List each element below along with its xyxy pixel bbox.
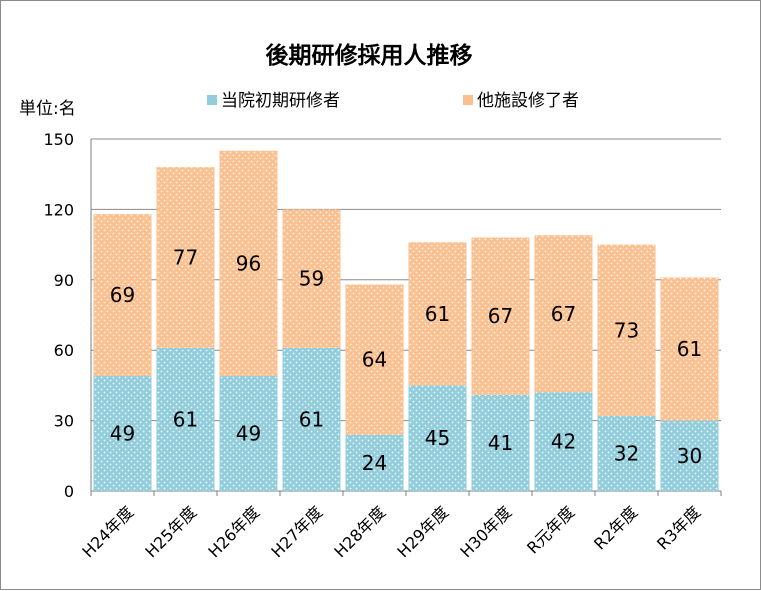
x-tick-label: H29年度 [393, 502, 452, 561]
bar-segment-texture [219, 150, 278, 377]
legend: 当院初期研修者 他施設修了者 [207, 91, 579, 111]
bar-segment-texture [660, 277, 719, 421]
data-label: 61 [299, 407, 324, 431]
data-label: 49 [236, 422, 261, 446]
x-tick-label: H30年度 [456, 502, 515, 561]
bar-segment-texture [156, 167, 215, 348]
bar-segment-texture [345, 284, 404, 435]
y-tick-label: 30 [54, 412, 74, 431]
x-tick-label: H28年度 [330, 502, 389, 561]
bar-segment-texture [93, 376, 152, 491]
bar-segment-texture [597, 244, 656, 416]
y-tick-label: 120 [43, 200, 74, 219]
data-label: 64 [362, 348, 387, 372]
data-label: 61 [173, 407, 198, 431]
y-axis-unit-label: 単位:名 [19, 99, 76, 119]
x-tick-label: R3年度 [653, 502, 704, 553]
bar-segment-texture [471, 394, 530, 491]
y-tick-label: 90 [54, 271, 74, 290]
data-label: 67 [551, 302, 576, 326]
data-label: 61 [425, 302, 450, 326]
bars [93, 150, 719, 491]
data-label: 24 [362, 451, 387, 475]
data-label: 42 [551, 430, 576, 454]
data-label: 45 [425, 426, 450, 450]
x-tick-label: H27年度 [267, 502, 326, 561]
bar-segment-texture [471, 237, 530, 395]
data-label: 49 [110, 422, 135, 446]
data-label: 77 [173, 246, 198, 270]
bar-segment-texture [408, 385, 467, 491]
data-labels: 49 69 61 77 49 96 61 59 24 64 45 61 41 67 42 67 32 73 30 61 [110, 246, 702, 475]
y-axis-ticks: 0 30 60 90 120 150 [43, 130, 74, 501]
bar-segment-texture [408, 242, 467, 386]
data-label: 41 [488, 431, 513, 455]
bar-segment-texture [156, 347, 215, 491]
x-tick-label: H25年度 [141, 502, 200, 561]
bar-segment-texture [345, 434, 404, 491]
legend-label: 他施設修了者 [477, 91, 579, 111]
chart-title: 後期研修採用人推移 [266, 42, 473, 69]
y-tick-label: 0 [64, 482, 74, 501]
x-tick-label: H24年度 [78, 502, 137, 561]
data-label: 69 [110, 283, 135, 307]
bar-segment-texture [219, 376, 278, 491]
data-label: 61 [677, 337, 702, 361]
bar-segment-texture [282, 347, 341, 491]
bar-segment-texture [93, 214, 152, 377]
data-label: 59 [299, 267, 324, 291]
bar-segment-texture [534, 392, 593, 491]
x-tick-label: R2年度 [590, 502, 641, 553]
x-tick-label: H26年度 [204, 502, 263, 561]
legend-label: 当院初期研修者 [221, 91, 340, 111]
data-label: 73 [614, 318, 639, 342]
data-label: 30 [677, 444, 702, 468]
legend-swatch [463, 95, 473, 105]
bar-segment-texture [534, 235, 593, 393]
x-tick-label: R元年度 [523, 502, 578, 557]
x-axis-labels: H24年度 H25年度 H26年度 H27年度 H28年度 H29年度 H30年度 R元年度 R… [78, 502, 704, 561]
y-tick-label: 60 [54, 341, 74, 360]
y-tick-label: 150 [43, 130, 74, 149]
bar-segment-texture [660, 420, 719, 491]
data-label: 32 [614, 441, 639, 465]
bar-segment-texture [597, 415, 656, 491]
legend-swatch [207, 95, 217, 105]
bar-segment-texture [282, 209, 341, 348]
data-label: 96 [236, 251, 261, 275]
data-label: 67 [488, 304, 513, 328]
